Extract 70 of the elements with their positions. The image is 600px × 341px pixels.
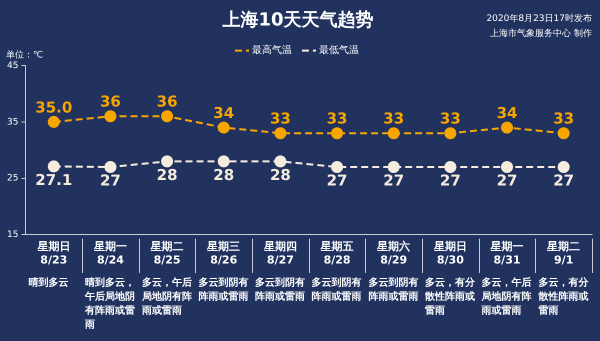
text: 多云到阴有阵雨或雷雨 xyxy=(198,276,248,303)
data-label: 36 xyxy=(100,92,121,111)
data-label: 33 xyxy=(383,110,404,128)
legend-label: 最高气温 xyxy=(252,44,292,56)
data-label: 27 xyxy=(553,171,574,190)
text: 多云到阴有阵雨或雷雨 xyxy=(255,276,306,303)
point xyxy=(501,122,514,134)
point xyxy=(218,122,230,134)
x-tick-label: 星期一 8/31 xyxy=(490,240,524,266)
data-label: 34 xyxy=(496,104,518,122)
point xyxy=(104,110,116,122)
y-tick-label: 35 xyxy=(7,117,18,128)
point xyxy=(48,160,60,172)
x-tick-label: 星期三 8/26 xyxy=(206,240,240,266)
data-label: 33 xyxy=(326,110,348,128)
point xyxy=(274,127,286,140)
data-label: 27 xyxy=(496,171,518,190)
legend-label: 最低气温 xyxy=(319,44,359,56)
x-tick-label: 星期四 8/27 xyxy=(262,240,297,266)
text: 上海市气象服务中心 制作 xyxy=(490,28,592,39)
point xyxy=(444,127,456,140)
point xyxy=(274,155,286,168)
data-label: 28 xyxy=(213,166,234,184)
x-tick-label: 星期六 8/29 xyxy=(376,240,410,266)
x-tick-label: 星期二 8/25 xyxy=(150,240,184,266)
data-label: 36 xyxy=(156,92,178,111)
point xyxy=(388,127,400,140)
chart-title: 上海10天天气趋势 xyxy=(221,9,374,30)
text: 多云到阴有阵雨或雷雨 xyxy=(368,276,418,303)
y-tick-label: 15 xyxy=(7,230,18,240)
text: 2020年8月23日17时发布 xyxy=(486,12,592,24)
y-tick-label: 45 xyxy=(7,60,18,71)
text: 晴到多云 xyxy=(28,276,68,289)
point xyxy=(161,110,174,122)
point xyxy=(218,155,230,168)
point xyxy=(501,161,514,173)
text: 多云，午后局地阴有阵雨或雷雨 xyxy=(480,276,532,317)
x-tick-label: 星期五 8/28 xyxy=(320,240,354,266)
text: 多云，有分散性阵雨或雷雨 xyxy=(537,276,590,317)
text: 多云，午后局地阴有阵雨或雷雨 xyxy=(140,276,192,317)
point xyxy=(388,161,400,173)
point xyxy=(558,127,570,140)
point xyxy=(104,161,116,173)
x-tick-label: 星期日 8/23 xyxy=(36,240,70,266)
data-label: 33 xyxy=(553,110,574,128)
point xyxy=(558,161,570,173)
data-label: 28 xyxy=(270,166,291,184)
text: 多云，有分散性阵雨或雷雨 xyxy=(424,276,476,317)
data-label: 27 xyxy=(440,171,461,190)
data-label: 27 xyxy=(383,171,404,190)
point xyxy=(444,161,456,173)
data-label: 35.0 xyxy=(35,98,72,116)
x-tick-label: 星期一 8/24 xyxy=(92,240,127,266)
text: 多云到阴有阵雨或雷雨 xyxy=(312,276,362,303)
data-label: 28 xyxy=(156,166,178,184)
data-label: 27 xyxy=(326,171,348,190)
point xyxy=(331,127,344,140)
data-label: 27 xyxy=(100,171,121,190)
x-tick-label: 星期日 8/30 xyxy=(432,240,467,266)
point xyxy=(161,155,174,168)
data-label: 33 xyxy=(270,110,291,128)
y-axis-title: 单位：℃ xyxy=(6,49,44,60)
point xyxy=(48,116,60,128)
text: 晴到多云，午后局地阴有阵雨或雷雨 xyxy=(84,276,136,331)
data-label: 27.1 xyxy=(35,170,72,189)
data-label: 34 xyxy=(213,104,234,122)
x-tick-label: 星期二 9/1 xyxy=(546,240,580,266)
y-tick-label: 25 xyxy=(7,174,18,184)
point xyxy=(331,161,344,173)
data-label: 33 xyxy=(440,110,461,128)
